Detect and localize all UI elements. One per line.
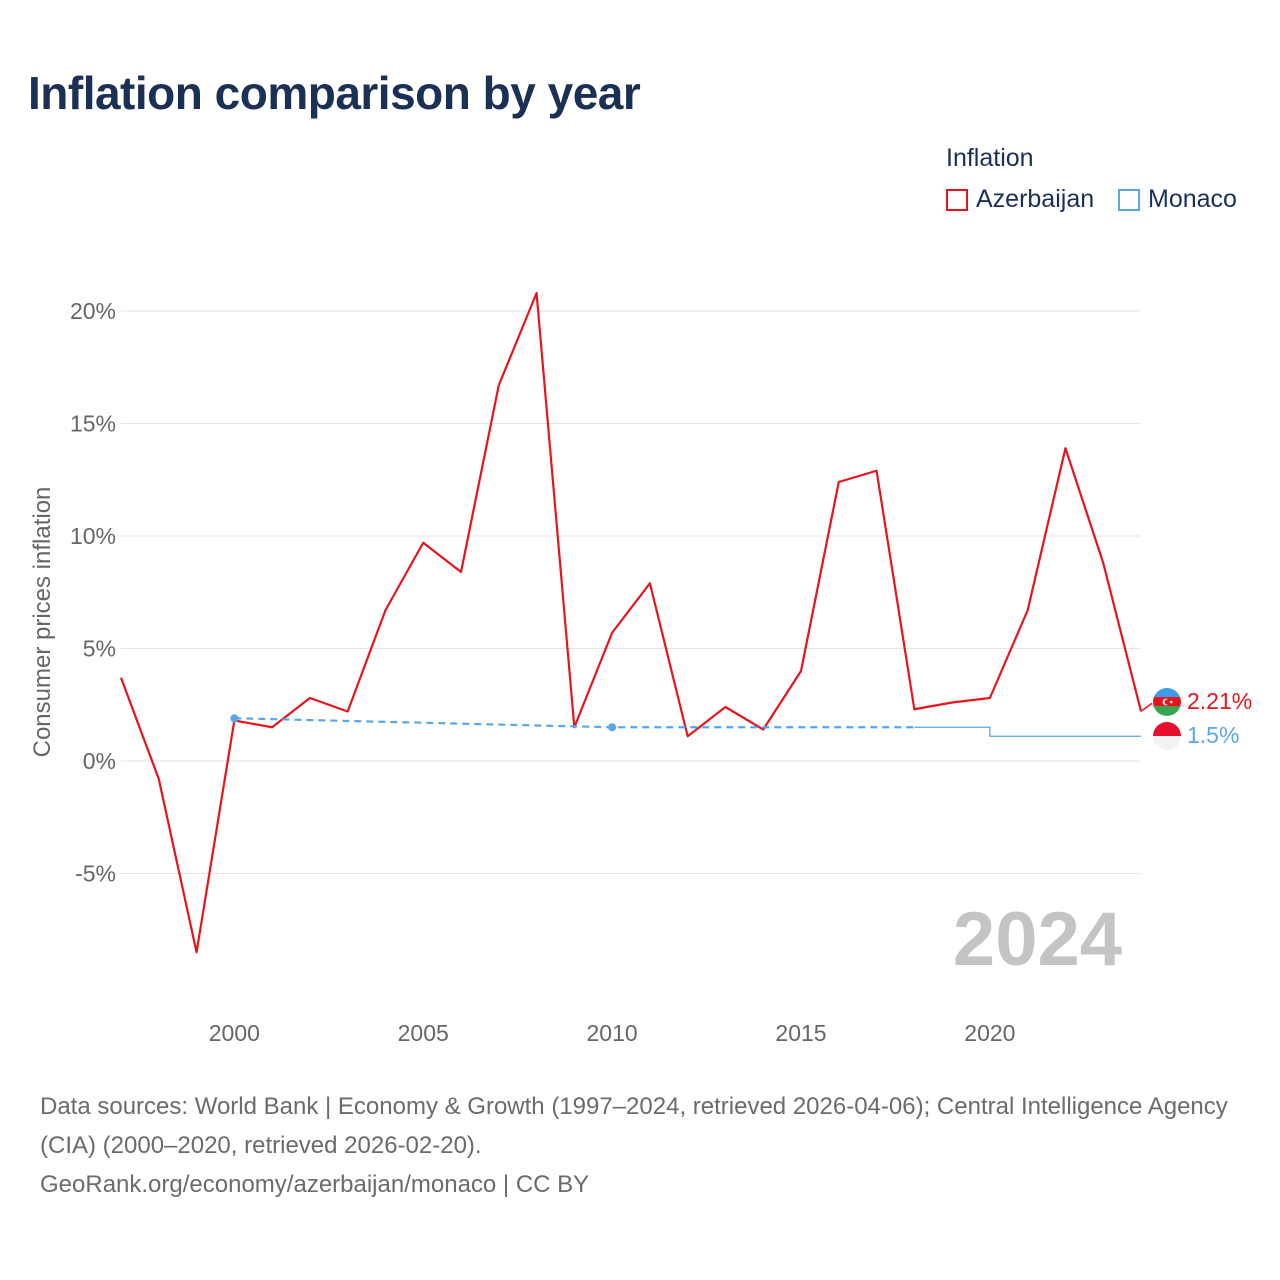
flag-azerbaijan-icon <box>1153 688 1181 716</box>
y-axis-label: Consumer prices inflation <box>29 487 56 758</box>
data-point-monaco[interactable] <box>230 714 239 723</box>
x-tick-label: 2020 <box>964 1020 1015 1046</box>
x-tick-label: 2015 <box>775 1020 826 1046</box>
end-value-label-monaco: 1.5% <box>1187 722 1239 748</box>
x-tick-label: 2010 <box>587 1020 638 1046</box>
x-tick-label: 2000 <box>209 1020 260 1046</box>
y-tick-label: 20% <box>70 298 116 324</box>
legend-item-monaco[interactable]: Monaco <box>1118 185 1237 214</box>
legend-item-azerbaijan[interactable]: Azerbaijan <box>946 185 1094 214</box>
y-tick-label: -5% <box>75 861 116 887</box>
legend-swatch-azerbaijan <box>946 188 968 211</box>
legend-label-azerbaijan: Azerbaijan <box>976 185 1095 213</box>
chart-title: Inflation comparison by year <box>28 67 641 119</box>
y-tick-label: 0% <box>83 748 116 774</box>
footer-sources: Data sources: World Bank | Economy & Gro… <box>40 1087 1250 1204</box>
flag-monaco-icon <box>1153 722 1181 750</box>
end-value-label-azerbaijan: 2.21% <box>1187 688 1252 714</box>
legend-title: Inflation <box>946 144 1034 172</box>
grid-lines <box>121 310 1141 874</box>
y-tick-label: 5% <box>83 636 116 662</box>
series-line-azerbaijan[interactable] <box>119 291 1143 954</box>
data-point-monaco[interactable] <box>608 723 617 732</box>
end-connector-azerbaijan <box>1140 702 1153 712</box>
y-tick-label: 15% <box>70 411 116 437</box>
y-tick-label: 10% <box>70 523 116 549</box>
line-chart: 20% 15% 10% 5% 0% -5% 2000 2005 2010 2015 2020 Co… <box>29 291 1252 1046</box>
legend-label-monaco: Monaco <box>1148 185 1237 213</box>
x-tick-labels: 2000 2005 2010 2015 2020 <box>209 1020 1016 1046</box>
x-tick-label: 2005 <box>398 1020 449 1046</box>
footer-attribution: GeoRank.org/economy/azerbaijan/monaco | … <box>40 1171 590 1198</box>
series-line-monaco[interactable] <box>914 726 1141 737</box>
year-watermark: 2024 <box>953 897 1122 982</box>
y-tick-labels: 20% 15% 10% 5% 0% -5% <box>70 298 116 887</box>
legend-swatch-monaco <box>1118 188 1140 211</box>
footer-source-text: Data sources: World Bank | Economy & Gro… <box>40 1093 1228 1159</box>
